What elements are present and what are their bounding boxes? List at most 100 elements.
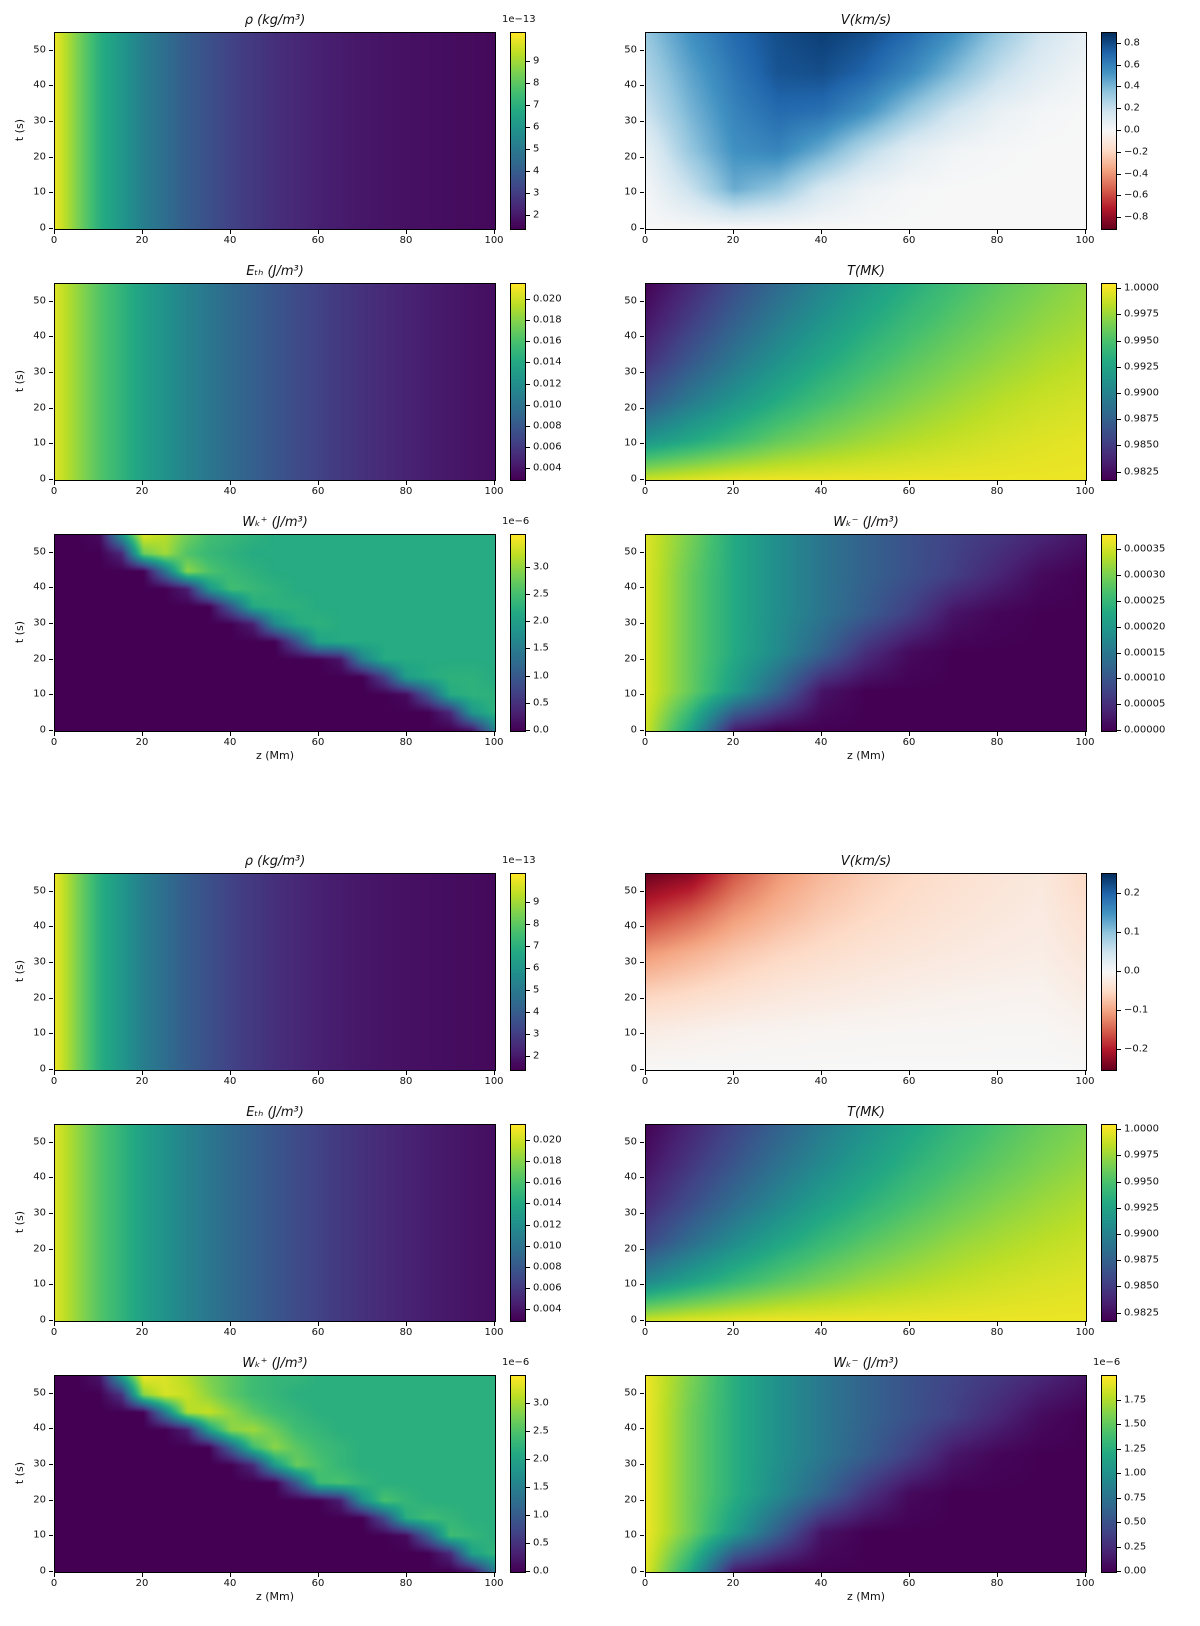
colorbar-tick-label: 0.0 (1124, 124, 1140, 136)
colorbar-tick-label: 0.9950 (1124, 1176, 1159, 1188)
y-tick-label: 20 (624, 653, 637, 665)
y-axis-label-text: t (s) (13, 1461, 26, 1485)
plot-column: 0 20 40 60 80 100 (51, 283, 504, 498)
y-tick-mark (49, 1535, 53, 1537)
x-tick-mark (494, 1322, 495, 1326)
colorbar-tick-mark (526, 1571, 530, 1572)
x-tick-label: 20 (726, 1578, 740, 1589)
heatmap-canvas (646, 284, 1086, 480)
y-tick-mark (49, 1284, 53, 1286)
x-tick-mark (733, 1573, 734, 1577)
y-tick-label: 40 (624, 330, 637, 342)
y-axis: t (s) 0 10 20 30 40 50 (13, 534, 54, 736)
colorbar-tick-mark (1117, 471, 1121, 473)
colorbar-tick-mark (1117, 678, 1121, 680)
colorbar-tick-label: 0.6 (1124, 59, 1140, 71)
colorbar-tick-mark (1117, 1260, 1121, 1262)
y-tick-label: 30 (624, 1458, 637, 1470)
y-tick-label: 10 (624, 1529, 637, 1541)
colorbar-tick-mark (1117, 1207, 1121, 1209)
colorbar-tick-label: 2.5 (533, 588, 549, 600)
y-tick-mark (640, 1248, 644, 1250)
colorbar-tick-mark (1117, 601, 1121, 603)
colorbar-tick-mark (1117, 86, 1121, 88)
colorbar-tick-mark (1117, 1497, 1121, 1499)
colorbar: 0.2 0.1 0.0 −0.1 −0.2 (1101, 873, 1181, 1071)
y-tick-label: 0 (39, 1565, 46, 1577)
y-tick-label: 10 (624, 1027, 637, 1039)
x-tick-mark (909, 732, 910, 736)
panel-body: 0 10 20 30 40 50 0 20 40 60 80 100 1.0000 0.9975 0.995… (605, 1124, 1182, 1339)
heatmap-canvas (55, 284, 495, 480)
y-axis: 0 10 20 30 40 50 (605, 1375, 645, 1577)
x-tick-label: 100 (484, 1578, 504, 1589)
panel-eth: Eₜₕ (J/m³) t (s) 0 10 20 30 40 50 0 20 40 60 80 100 0.… (13, 263, 591, 498)
y-axis: 0 10 20 30 40 50 (605, 1124, 645, 1326)
y-tick-mark (49, 551, 53, 553)
y-tick-label: 40 (33, 1422, 46, 1434)
colorbar-tick-mark (526, 426, 530, 428)
x-tick-label: 0 (641, 737, 649, 748)
colorbar-tick-mark (526, 320, 530, 322)
colorbar-tick-label: 3.0 (533, 1397, 549, 1409)
x-tick-label: 80 (990, 1076, 1004, 1087)
x-axis-label: z (Mm) (255, 1590, 295, 1603)
x-tick-mark (821, 230, 822, 234)
colorbar-tick-mark (1117, 1546, 1121, 1548)
colorbar-tick-label: 9 (533, 896, 540, 908)
x-tick-label: 100 (1075, 235, 1095, 246)
colorbar-tick-mark (1117, 1399, 1121, 1401)
plot-column: 0 20 40 60 80 100 z (Mm) (51, 534, 504, 765)
colorbar-scale-label: 1e−6 (1093, 1357, 1121, 1368)
y-tick-label: 30 (33, 366, 46, 378)
colorbar-tick-label: 9 (533, 55, 540, 67)
colorbar-tick-mark (1117, 1010, 1121, 1012)
colorbar-tick-label: 0.014 (533, 356, 562, 368)
y-tick-label: 0 (630, 473, 637, 485)
x-tick-label: 80 (399, 1076, 413, 1087)
heatmap-plot (645, 32, 1087, 230)
colorbar-tick-label: 0.5 (533, 1537, 549, 1549)
plot-column: 0 20 40 60 80 100 z (Mm) (641, 534, 1095, 765)
x-tick-label: 80 (399, 1327, 413, 1338)
colorbar-tick-label: 0.006 (533, 441, 562, 453)
x-tick-label: 20 (726, 235, 740, 246)
y-tick-label: 10 (33, 688, 46, 700)
y-tick-label: 10 (624, 186, 637, 198)
x-tick-label: 100 (1075, 1327, 1095, 1338)
plot-column: 0 20 40 60 80 100 (51, 1124, 504, 1339)
y-tick-mark (49, 1499, 53, 1501)
panel-title: Eₜₕ (J/m³) (246, 264, 304, 279)
panel-rho: ρ (kg/m³) t (s) 0 10 20 30 40 50 0 20 40 60 80 100 1e−… (13, 12, 591, 247)
colorbar-tick-mark (1117, 1448, 1121, 1450)
y-tick-label: 30 (624, 1207, 637, 1219)
colorbar-tick-label: 0.008 (533, 420, 562, 432)
y-tick-label: 0 (630, 724, 637, 736)
colorbar-tick-label: 0.00015 (1124, 647, 1166, 659)
colorbar-tick-mark (526, 566, 530, 568)
heatmap-canvas (646, 33, 1086, 229)
x-tick-mark (494, 481, 495, 485)
heatmap-plot (645, 534, 1087, 732)
heatmap-canvas (55, 535, 495, 731)
x-tick-label: 60 (311, 235, 325, 246)
heatmap-plot (645, 283, 1087, 481)
x-tick-mark (733, 481, 734, 485)
panel-v: V(km/s) 0 10 20 30 40 50 0 20 40 60 80 100 0.8 0.6 0.4 0… (605, 12, 1182, 247)
y-tick-mark (49, 694, 53, 696)
y-tick-mark (640, 997, 644, 999)
colorbar-tick-mark (1117, 217, 1121, 219)
colorbar: 1.0000 0.9975 0.9950 0.9925 0.9900 0.9875 0.98… (1101, 1124, 1181, 1322)
x-tick-mark (230, 1322, 231, 1326)
y-tick-mark (640, 372, 644, 374)
heatmap-plot (54, 283, 496, 481)
x-tick-label: 0 (641, 1578, 649, 1589)
colorbar-tick-label: 0.010 (533, 1240, 562, 1252)
colorbar-tick-mark (526, 1182, 530, 1184)
panel-title: T(MK) (847, 1105, 885, 1120)
colorbar-tick-label: 0.00020 (1124, 621, 1166, 633)
colorbar-tick-label: 1.50 (1124, 1418, 1147, 1430)
colorbar-scale-label: 1e−13 (502, 14, 536, 25)
x-tick-mark (494, 230, 495, 234)
